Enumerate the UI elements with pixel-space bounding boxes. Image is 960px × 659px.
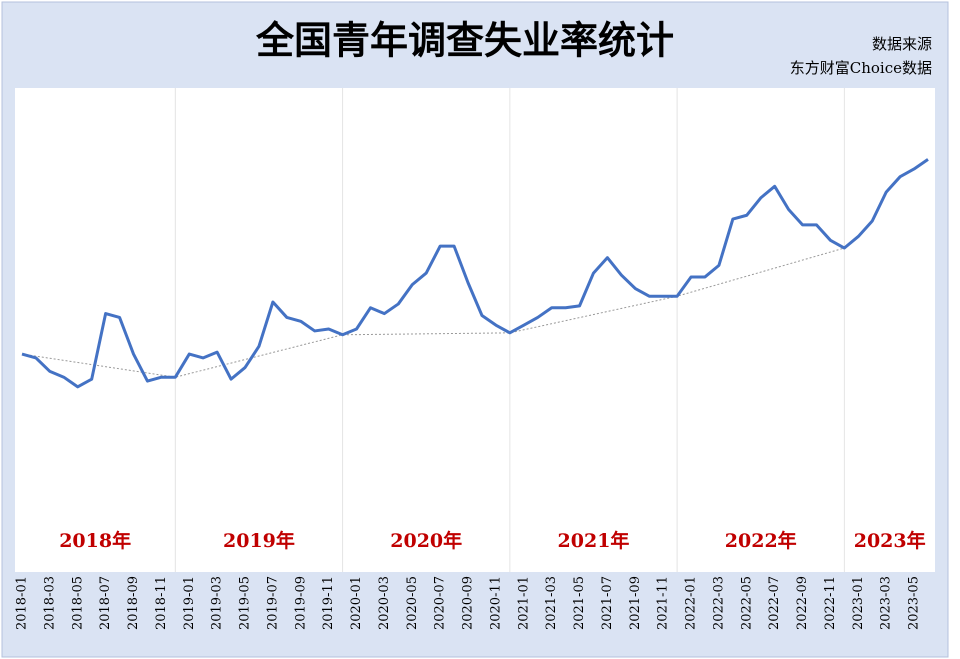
x-tick-label: 2018-11 xyxy=(154,576,169,630)
chart-title: 全国青年调查失业率统计 xyxy=(255,18,674,63)
x-tick-label: 2021-09 xyxy=(628,576,643,630)
x-tick-label: 2023-05 xyxy=(907,576,922,630)
x-tick-label: 2018-01 xyxy=(15,576,30,630)
year-label: 2021年 xyxy=(558,529,630,552)
x-tick-label: 2021-01 xyxy=(516,576,531,630)
x-tick-label: 2022-11 xyxy=(823,576,838,630)
x-tick-label: 2023-01 xyxy=(851,576,866,630)
x-tick-label: 2021-03 xyxy=(544,576,559,630)
x-tick-label: 2020-01 xyxy=(349,576,364,630)
x-tick-label: 2022-07 xyxy=(767,576,782,630)
x-tick-label: 2021-11 xyxy=(656,576,671,630)
trend-line xyxy=(21,247,845,378)
year-label: 2018年 xyxy=(59,529,131,552)
x-tick-label: 2021-07 xyxy=(600,576,615,630)
x-tick-label: 2019-11 xyxy=(321,576,336,630)
x-tick-label: 2019-07 xyxy=(265,576,280,630)
x-tick-label: 2022-01 xyxy=(684,576,699,630)
x-tick-label: 2021-05 xyxy=(572,576,587,630)
x-tick-label: 2020-05 xyxy=(405,576,420,630)
year-label: 2019年 xyxy=(223,529,295,552)
x-tick-label: 2019-01 xyxy=(182,576,197,630)
x-tick-label: 2018-03 xyxy=(42,576,57,630)
plot-area xyxy=(15,88,935,572)
x-tick-label: 2018-05 xyxy=(70,576,85,630)
source-label: 数据来源 xyxy=(872,35,932,53)
year-label: 2023年 xyxy=(854,529,926,552)
x-tick-label: 2023-03 xyxy=(879,576,894,630)
x-tick-label: 2019-03 xyxy=(210,576,225,630)
x-tick-label: 2019-05 xyxy=(238,576,253,630)
x-tick-label: 2022-09 xyxy=(795,576,810,630)
year-label: 2022年 xyxy=(725,529,797,552)
x-tick-label: 2020-07 xyxy=(433,576,448,630)
x-tick-label: 2022-03 xyxy=(711,576,726,630)
source: 东方财富Choice数据 xyxy=(790,59,932,77)
year-label: 2020年 xyxy=(390,529,462,552)
x-tick-label: 2022-05 xyxy=(739,576,754,630)
x-tick-label: 2019-09 xyxy=(293,576,308,630)
x-tick-label: 2020-09 xyxy=(461,576,476,630)
x-tick-label: 2018-07 xyxy=(98,576,113,630)
x-tick-label: 2020-03 xyxy=(377,576,392,630)
x-tick-label: 2018-09 xyxy=(126,576,141,630)
data-line xyxy=(21,158,929,389)
x-tick-label: 2020-11 xyxy=(488,576,503,630)
